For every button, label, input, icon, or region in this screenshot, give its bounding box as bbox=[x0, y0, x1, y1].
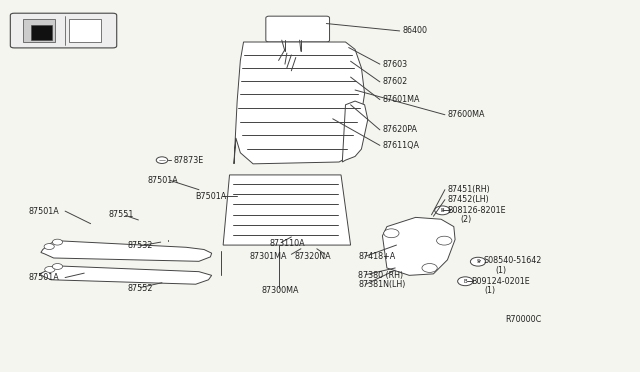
Text: B09124-0201E: B09124-0201E bbox=[472, 277, 531, 286]
FancyBboxPatch shape bbox=[23, 19, 55, 42]
Circle shape bbox=[458, 277, 473, 286]
Text: 873110A: 873110A bbox=[269, 239, 305, 248]
Text: B: B bbox=[463, 279, 467, 284]
Text: 87381N(LH): 87381N(LH) bbox=[358, 280, 406, 289]
Text: 87501A: 87501A bbox=[148, 176, 179, 185]
Text: 87501A: 87501A bbox=[28, 273, 59, 282]
Text: 87600MA: 87600MA bbox=[447, 110, 485, 119]
Text: (1): (1) bbox=[484, 286, 495, 295]
Circle shape bbox=[435, 206, 450, 215]
Text: 87532: 87532 bbox=[127, 241, 153, 250]
Circle shape bbox=[52, 263, 63, 269]
Text: 87451(RH): 87451(RH) bbox=[447, 185, 490, 194]
Text: 87552: 87552 bbox=[127, 284, 153, 293]
Circle shape bbox=[436, 236, 452, 245]
Text: 87601MA: 87601MA bbox=[383, 95, 420, 104]
Text: 87501A: 87501A bbox=[28, 206, 59, 216]
Polygon shape bbox=[234, 42, 365, 164]
Text: 87551: 87551 bbox=[108, 209, 134, 219]
Text: 87452(LH): 87452(LH) bbox=[447, 195, 489, 204]
Text: 87602: 87602 bbox=[383, 77, 408, 86]
Text: 87300MA: 87300MA bbox=[261, 286, 299, 295]
Polygon shape bbox=[41, 241, 212, 261]
Text: B: B bbox=[440, 208, 444, 213]
Text: 87418+A: 87418+A bbox=[358, 251, 396, 261]
Text: 87603: 87603 bbox=[383, 60, 408, 69]
Text: 87873E: 87873E bbox=[173, 155, 204, 165]
FancyBboxPatch shape bbox=[266, 16, 330, 42]
Text: 87620PA: 87620PA bbox=[383, 125, 417, 134]
Text: (1): (1) bbox=[495, 266, 506, 275]
FancyBboxPatch shape bbox=[10, 13, 116, 48]
Text: B7501A: B7501A bbox=[196, 192, 227, 201]
Polygon shape bbox=[383, 217, 455, 275]
Polygon shape bbox=[40, 266, 212, 284]
Circle shape bbox=[470, 257, 486, 266]
Text: 86400: 86400 bbox=[403, 26, 428, 35]
FancyBboxPatch shape bbox=[31, 25, 52, 40]
Text: R70000C: R70000C bbox=[505, 315, 541, 324]
Circle shape bbox=[156, 157, 168, 163]
Polygon shape bbox=[342, 101, 368, 162]
Text: S08540-51642: S08540-51642 bbox=[483, 256, 541, 265]
Text: S: S bbox=[476, 259, 480, 264]
Text: 87301MA: 87301MA bbox=[250, 251, 287, 261]
Circle shape bbox=[44, 244, 54, 250]
Text: 87611QA: 87611QA bbox=[383, 141, 419, 150]
Text: B08126-8201E: B08126-8201E bbox=[447, 206, 506, 215]
Circle shape bbox=[422, 263, 437, 272]
Text: (2): (2) bbox=[460, 215, 472, 224]
Text: 87320NA: 87320NA bbox=[294, 251, 331, 261]
Polygon shape bbox=[223, 175, 351, 245]
Text: 87380 (RH): 87380 (RH) bbox=[358, 271, 403, 280]
FancyBboxPatch shape bbox=[69, 19, 100, 42]
Circle shape bbox=[384, 229, 399, 238]
Circle shape bbox=[52, 239, 63, 245]
Circle shape bbox=[45, 266, 55, 272]
